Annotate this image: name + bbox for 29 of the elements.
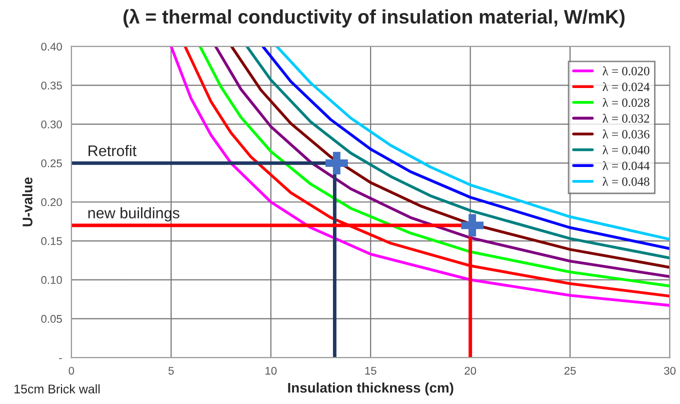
legend-label: λ = 0.048	[602, 176, 650, 186]
x-tick-label: 15	[365, 366, 376, 375]
x-tick-label: 20	[464, 366, 476, 375]
text: 15cm Brick wall	[14, 384, 100, 394]
y-tick-label: 0.10	[41, 276, 62, 284]
y-tick-label: 0.25	[41, 159, 62, 168]
x-tick-label: 10	[266, 366, 277, 375]
x-tick-label: 30	[664, 366, 676, 375]
legend-label: λ = 0.024	[602, 82, 650, 92]
x-axis-title: Insulation thickness (cm)	[288, 382, 454, 396]
chart-title: (λ = thermal conductivity of insulation material, W/mK)	[124, 8, 625, 28]
y-tick-label: 0.30	[41, 120, 62, 128]
legend-label: λ = 0.044	[602, 161, 650, 170]
x-tick-label: 5	[168, 366, 174, 375]
legend-label: λ = 0.032	[602, 114, 650, 123]
y-tick-label: 0.15	[41, 237, 62, 246]
legend-label: λ = 0.020	[602, 66, 650, 76]
x-tick-label: 0	[68, 366, 74, 375]
y-tick-label: 0.20	[41, 198, 62, 206]
x-tick-label: 25	[564, 366, 576, 375]
legend-label: λ = 0.040	[602, 145, 650, 154]
legend-label: λ = 0.036	[602, 130, 650, 139]
y-tick-label: 0.35	[41, 82, 62, 90]
y-tick-label: 0.40	[41, 42, 62, 51]
y-tick-label: 0.05	[41, 314, 62, 323]
annotation: Retrofit	[88, 144, 136, 156]
legend-label: λ = 0.028	[602, 98, 650, 107]
y-tick-label: -	[59, 358, 62, 360]
y-axis-title: U-value	[22, 177, 32, 226]
